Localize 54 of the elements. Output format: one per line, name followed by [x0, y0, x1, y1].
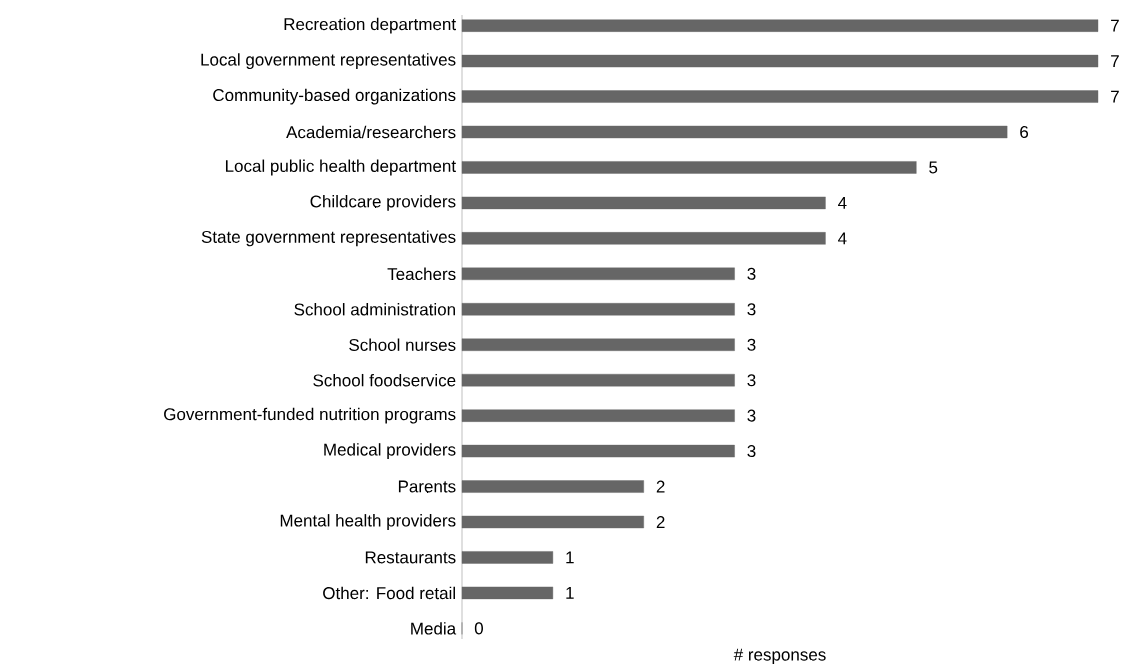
bar: [461, 125, 1008, 139]
y-tick-label: Restaurants: [365, 551, 456, 564]
data-label: 3: [747, 303, 756, 316]
data-label: 4: [838, 197, 847, 209]
bar: [461, 515, 644, 529]
y-tick-label: State government representatives: [201, 230, 456, 247]
data-label: 7: [1111, 90, 1119, 103]
data-label: 2: [656, 480, 665, 493]
bar: [461, 54, 1099, 68]
data-label: 3: [747, 374, 756, 387]
bar: [461, 232, 826, 245]
bar: [461, 267, 735, 281]
data-label: 7: [1111, 19, 1119, 32]
y-tick-label: Teachers: [387, 267, 456, 281]
y-tick-label: Media: [411, 622, 457, 635]
data-label: 1: [566, 587, 574, 599]
bar: [461, 196, 826, 210]
data-label: 1: [566, 551, 574, 564]
data-label: 6: [1020, 125, 1029, 139]
y-tick-label: School foodservice: [313, 373, 456, 387]
bar: [461, 303, 735, 316]
data-label: 3: [747, 409, 756, 422]
y-tick-label: Local government representatives: [201, 53, 456, 70]
bar: [461, 338, 735, 351]
bar: [461, 19, 1099, 32]
y-tick-label: Local public health department: [225, 159, 456, 176]
y-tick-label: Government-funded nutrition programs: [164, 407, 456, 424]
bar: [461, 480, 644, 493]
y-tick-label: Mental health providers: [280, 514, 456, 530]
y-tick-label: Recreation department: [284, 17, 456, 34]
y-tick-label: Academia/researchers: [286, 125, 456, 139]
data-label: 3: [747, 338, 756, 351]
x-axis-title: # responses: [733, 648, 826, 665]
y-tick-label: School administration: [294, 303, 455, 316]
bar: [461, 586, 554, 600]
y-tick-label: Medical providers: [324, 443, 456, 460]
bar: [461, 90, 1099, 103]
data-label: 7: [1111, 55, 1119, 67]
y-tick-label: Parents: [398, 480, 456, 493]
y-tick-label: Other: Food retail: [323, 586, 455, 600]
y-tick-label: Community-based organizations: [213, 88, 456, 105]
y-tick-label: Childcare providers: [310, 194, 456, 211]
data-label: 0: [474, 622, 483, 635]
bar: [461, 444, 735, 458]
bar: [461, 373, 735, 387]
bar: [461, 409, 735, 422]
data-label: 4: [838, 232, 847, 245]
data-label: 3: [747, 267, 756, 280]
bar: [461, 551, 554, 564]
data-label: 5: [929, 161, 938, 174]
y-tick-label: School nurses: [349, 338, 456, 351]
data-label: 3: [747, 445, 756, 458]
bar: [461, 161, 917, 174]
data-label: 2: [656, 516, 665, 528]
